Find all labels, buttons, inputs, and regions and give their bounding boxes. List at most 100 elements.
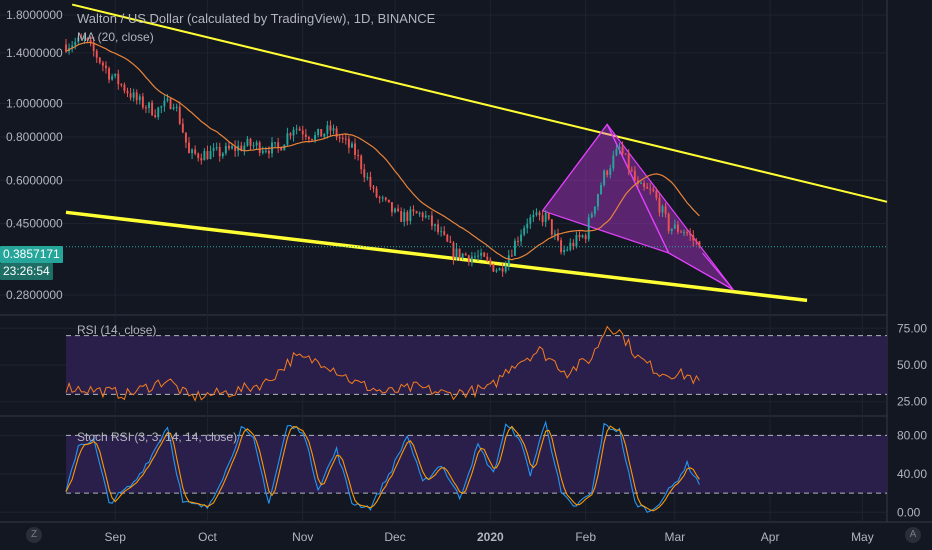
candle-body [252, 145, 255, 147]
candle-body [587, 217, 590, 240]
x-tick-label: May [851, 530, 874, 544]
candle-body [114, 73, 117, 77]
candle-body [80, 37, 83, 39]
candle-body [532, 214, 535, 218]
candle-body [477, 255, 479, 257]
candle-body [295, 128, 298, 130]
candle-body [492, 263, 495, 272]
candle-body [289, 133, 292, 136]
stoch-rsi-legend: Stoch RSI (3, 3, 14, 14, close) [77, 430, 238, 444]
candle-body [455, 248, 458, 259]
candle-body [593, 206, 596, 214]
y-tick-label: 0.4500000 [6, 217, 63, 231]
candle-body [649, 188, 652, 190]
candle-body [452, 242, 455, 259]
candle-body [267, 150, 270, 154]
candle-body [467, 255, 470, 262]
candle-body [344, 138, 347, 140]
candle-body [640, 183, 642, 185]
candle-body [101, 62, 104, 66]
candle-body [181, 123, 184, 133]
y-tick-label: 0.6000000 [6, 173, 63, 187]
candle-body [421, 212, 424, 218]
candle-body [464, 253, 467, 256]
candle-body [680, 231, 682, 233]
candle-body [166, 98, 169, 101]
candle-body [83, 38, 86, 40]
candle-body [486, 256, 489, 260]
candle-body [351, 143, 353, 148]
candle-body [563, 249, 566, 253]
candle-body [406, 212, 409, 221]
pattern-outline [542, 123, 734, 291]
candle-body [397, 208, 400, 212]
timezone-icon[interactable]: Z [26, 527, 42, 543]
candle-body [661, 206, 664, 213]
candle-body [430, 215, 433, 226]
auto-scale-icon[interactable]: A [905, 527, 921, 543]
candle-body [387, 199, 390, 203]
candle-body [261, 150, 264, 153]
drawing-tools[interactable] [65, 3, 888, 303]
candle-body [630, 169, 633, 171]
candle-body [264, 150, 267, 152]
candle-body [646, 187, 649, 189]
candle-body [415, 211, 418, 214]
candle-body [363, 169, 366, 178]
candle-body [280, 147, 283, 151]
candle-body [111, 76, 114, 80]
candle-body [560, 240, 563, 253]
candle-body [489, 259, 492, 264]
candle-body [553, 233, 556, 235]
candle-body [157, 107, 160, 118]
candle-body [535, 212, 538, 215]
indicator-bands [66, 335, 887, 494]
upper-trendline [71, 3, 888, 203]
stoch-band [66, 435, 887, 494]
candle-body [446, 234, 449, 242]
candle-body [434, 224, 436, 226]
candle-body [341, 138, 344, 140]
candle-body [510, 255, 513, 257]
candle-body [652, 189, 655, 191]
ma-line [65, 41, 700, 261]
candle-body [584, 235, 587, 240]
candle-body [144, 107, 147, 109]
x-tick-label: Sep [105, 530, 127, 544]
candle-body [320, 128, 323, 137]
y-tick-label: 0.2800000 [6, 288, 63, 302]
candle-body [498, 268, 501, 271]
candle-body [194, 149, 197, 154]
candle-body [292, 129, 295, 136]
candle-body [440, 231, 443, 233]
candle-body [200, 158, 203, 161]
candle-body [544, 212, 547, 223]
y-tick-label: 1.4000000 [6, 46, 63, 60]
candle-body [132, 92, 135, 98]
candle-body [246, 138, 249, 146]
candle-body [218, 147, 221, 157]
indicator-tick-label: 50.00 [897, 358, 927, 372]
candle-body [427, 215, 430, 217]
candle-body [301, 130, 304, 135]
x-tick-label: 2020 [477, 530, 504, 544]
candle-body [92, 42, 95, 51]
last-price-tag: 0.3857171 [0, 246, 63, 263]
candle-body [323, 133, 326, 137]
candle-body [108, 68, 111, 80]
candle-body [526, 223, 529, 229]
candle-body [590, 213, 593, 218]
candle-body [338, 137, 341, 139]
countdown-tag: 23:26:54 [0, 263, 53, 280]
lower-trendline [65, 210, 808, 303]
candle-body [670, 228, 673, 232]
candle-body [163, 100, 166, 107]
candle-body [474, 256, 476, 258]
candle-body [347, 138, 350, 148]
candle-body [615, 148, 618, 156]
x-tick-label: Apr [761, 530, 780, 544]
candle-body [581, 235, 584, 238]
candle-body [151, 102, 154, 116]
candle-body [197, 153, 200, 159]
